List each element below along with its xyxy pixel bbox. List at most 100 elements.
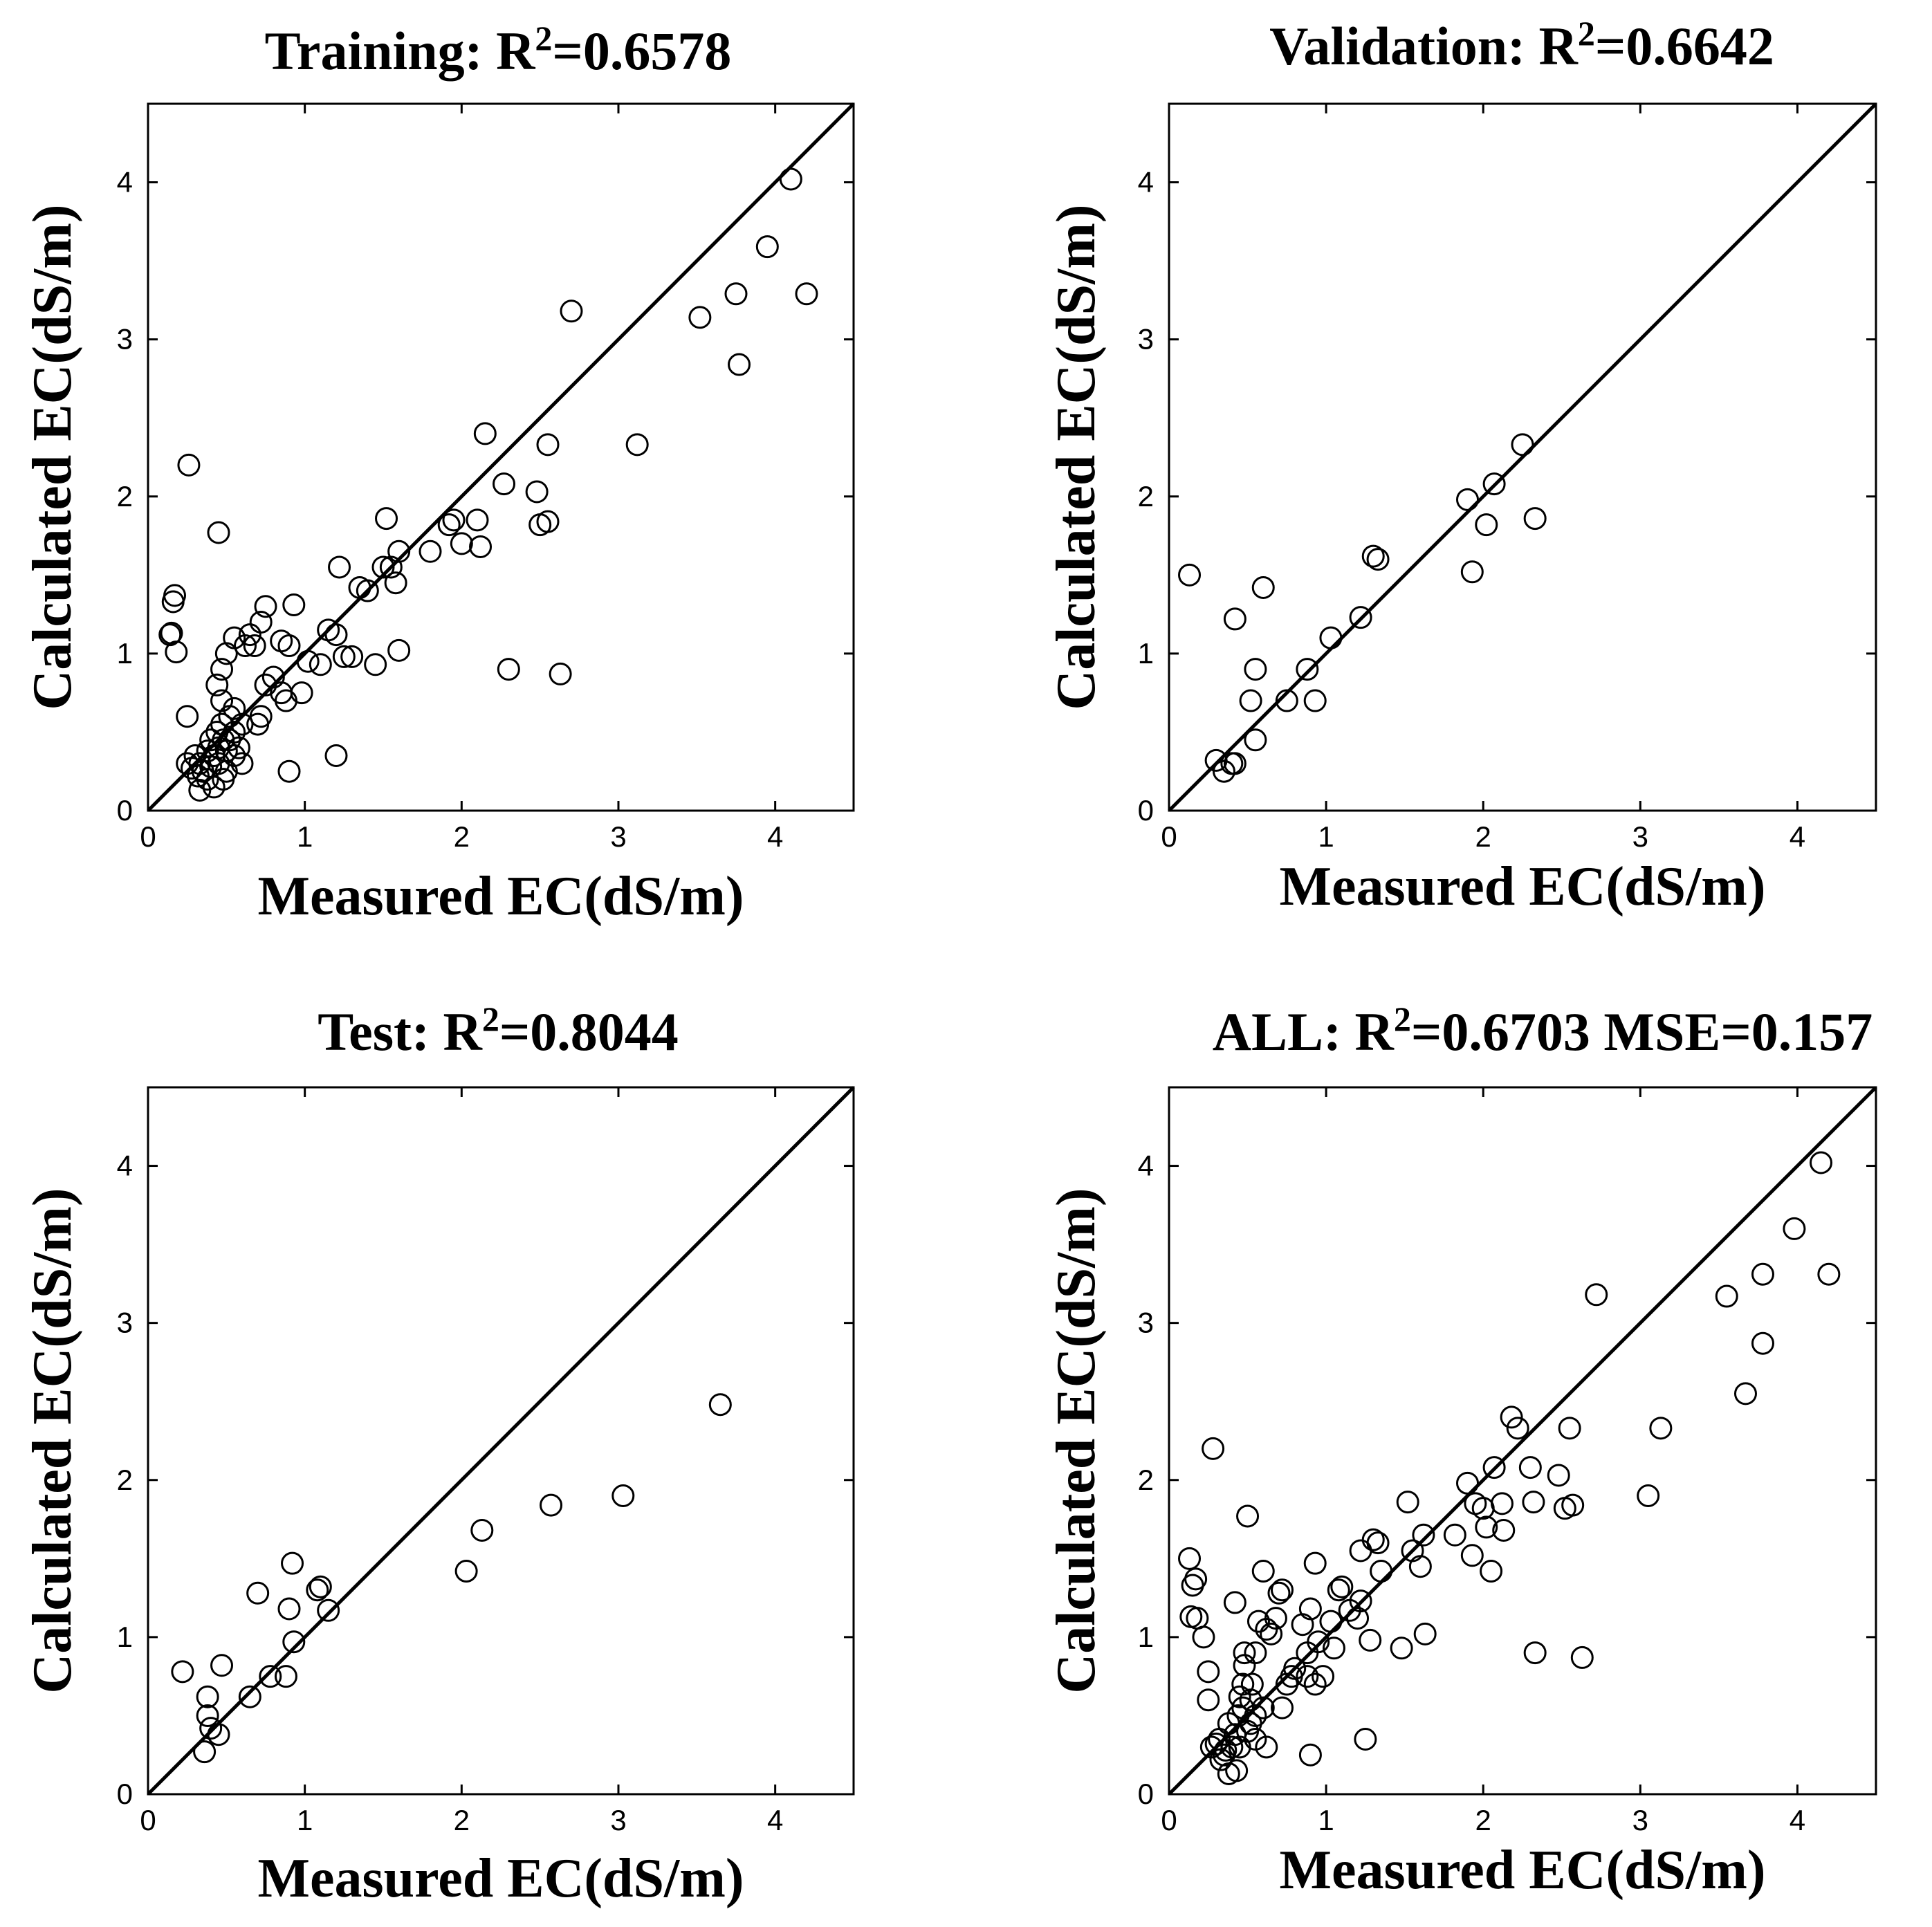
data-point (191, 759, 214, 783)
x-tick-label: 2 (1475, 1804, 1491, 1836)
data-point (1197, 1688, 1220, 1712)
data-point (1223, 1591, 1246, 1614)
data-point (282, 593, 306, 616)
data-point (1202, 1437, 1225, 1460)
data-point (364, 653, 387, 676)
x-tick-label: 2 (1475, 820, 1491, 853)
data-point (196, 768, 219, 791)
x-tick-label: 1 (297, 1804, 313, 1836)
data-point (387, 540, 411, 563)
data-point (1178, 563, 1202, 587)
data-point (1271, 1578, 1294, 1602)
data-point (227, 736, 250, 759)
data-point (1303, 689, 1327, 712)
y-tick-label: 3 (117, 323, 133, 356)
data-point (1327, 1578, 1350, 1602)
data-point (1480, 1560, 1503, 1583)
x-tick-label: 1 (1318, 1804, 1334, 1836)
data-point (1482, 1456, 1506, 1479)
data-point (1412, 1523, 1435, 1547)
data-point (1471, 1497, 1495, 1520)
x-tick-label: 0 (140, 820, 156, 853)
data-point (1518, 1456, 1542, 1479)
data-point (1523, 507, 1547, 531)
data-point (317, 1598, 340, 1622)
panel-title-prefix: Validation: R (1269, 16, 1579, 76)
data-point (324, 744, 348, 768)
reference-line (147, 1086, 855, 1796)
data-point (165, 640, 188, 664)
data-point (1361, 544, 1385, 568)
data-point (1783, 1217, 1806, 1240)
data-point (466, 508, 489, 532)
data-point (1522, 1491, 1545, 1514)
data-point (1251, 1560, 1275, 1583)
data-point (246, 1581, 270, 1605)
data-point (324, 623, 348, 647)
data-point (1490, 1492, 1514, 1515)
data-point (230, 712, 254, 736)
data-point (1223, 752, 1246, 775)
data-point (249, 705, 273, 728)
data-point (332, 645, 356, 668)
data-point (1751, 1262, 1774, 1286)
x-tick-label: 0 (140, 1804, 156, 1836)
data-point (549, 662, 572, 685)
data-point (1585, 1283, 1608, 1307)
data-point (199, 1717, 223, 1740)
data-point (1500, 1405, 1523, 1429)
data-point (309, 653, 332, 676)
y-tick-label: 1 (117, 1621, 133, 1653)
data-point (493, 472, 516, 496)
data-point (1561, 1493, 1585, 1517)
data-point (1244, 1704, 1267, 1727)
x-tick-label: 2 (454, 1804, 470, 1836)
x-tick-label: 3 (610, 1804, 626, 1836)
data-point (1464, 1492, 1487, 1515)
data-point (375, 507, 398, 531)
data-point (1244, 1641, 1267, 1665)
data-point (625, 433, 649, 457)
x-tick-label: 4 (1790, 1804, 1805, 1836)
data-point (270, 629, 293, 653)
data-point (1233, 1654, 1256, 1677)
data-point (1244, 728, 1267, 752)
data-point (356, 579, 379, 602)
panel-title-prefix: Test: R (318, 1002, 483, 1062)
data-point (1570, 1645, 1594, 1669)
y-tick-label: 2 (117, 480, 133, 513)
data-point (1236, 1504, 1260, 1528)
data-point (1460, 560, 1484, 584)
data-point (1264, 1607, 1287, 1630)
data-point (1506, 1417, 1529, 1440)
y-axis-label: Calculated EC(dS/m) (1046, 204, 1107, 710)
data-point (454, 1560, 478, 1583)
y-axis-label: Calculated EC(dS/m) (1046, 1188, 1107, 1693)
data-point (340, 645, 364, 668)
data-point (1349, 606, 1372, 629)
data-point (1260, 1622, 1283, 1645)
data-point (540, 1493, 563, 1517)
plot-frame (147, 1086, 855, 1796)
data-point (274, 1665, 297, 1688)
data-point (1298, 1743, 1322, 1767)
y-axis-label: Calculated EC(dS/m) (22, 204, 83, 710)
panel-title-superscript: 2 (1394, 999, 1411, 1038)
panel-title-suffix: =0.6703 MSE=0.157 (1411, 1002, 1873, 1062)
data-point (1192, 1625, 1215, 1649)
data-point (1303, 1672, 1327, 1696)
data-point (1178, 1547, 1202, 1570)
data-point (497, 658, 520, 681)
data-point (296, 649, 320, 673)
data-point (1715, 1284, 1738, 1308)
data-point (1275, 689, 1298, 712)
data-point (1296, 1665, 1319, 1688)
data-point (469, 535, 493, 558)
data-point (1244, 658, 1267, 681)
y-tick-label: 3 (117, 1307, 133, 1339)
data-point (1443, 1523, 1466, 1547)
data-point (1511, 433, 1534, 457)
x-tick-label: 3 (1632, 820, 1648, 853)
data-point (1354, 1728, 1377, 1751)
